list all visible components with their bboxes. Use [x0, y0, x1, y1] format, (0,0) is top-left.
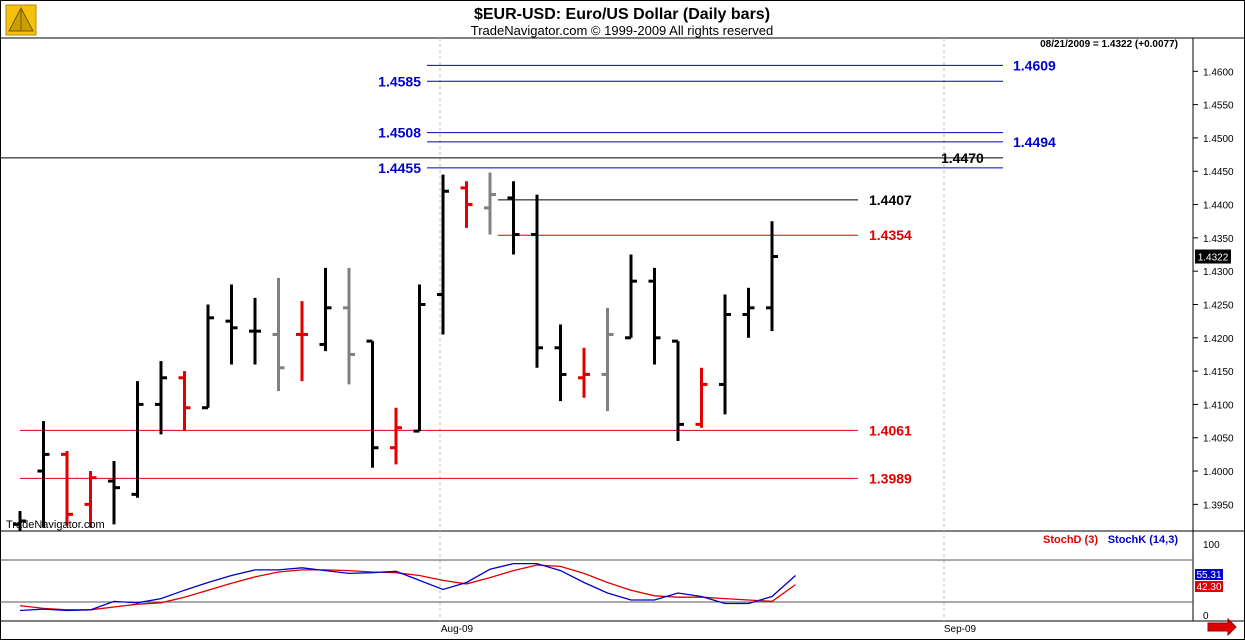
- level-label: 1.3989: [869, 470, 912, 486]
- trade-navigator-logo: [5, 4, 37, 36]
- y-tick-label: 1.4400: [1203, 201, 1234, 212]
- level-label: 1.4470: [941, 150, 984, 166]
- y-tick-label: 1.3950: [1203, 500, 1234, 511]
- y-tick-label: 1.4250: [1203, 300, 1234, 311]
- stoch-d-value-tag: 42.30: [1195, 581, 1223, 593]
- x-label-aug: Aug-09: [441, 624, 474, 635]
- ohlc-bar: [131, 381, 144, 498]
- y-tick-label: 1.4350: [1203, 234, 1234, 245]
- ohlc-bar: [343, 267, 355, 385]
- ohlc-bar: [460, 181, 473, 228]
- stoch-k-value-tag: 55.31: [1195, 569, 1223, 581]
- stoch-k-line: [19, 562, 796, 612]
- y-tick-label: 1.4600: [1203, 67, 1234, 78]
- price-bars: [14, 172, 778, 531]
- level-label: 1.4494: [1013, 134, 1056, 150]
- level-lines: 1.4609 1.4585 1.4508 1.4494 1.4470 1.4455 1.44…: [0, 57, 1056, 486]
- stochastic-lines: [19, 562, 796, 612]
- level-label: 1.4061: [869, 422, 912, 438]
- last-price-tag: 1.4322: [1195, 249, 1231, 264]
- ohlc-bar: [554, 324, 567, 402]
- ohlc-bar: [84, 471, 97, 528]
- scroll-right-arrow-icon[interactable]: [1207, 617, 1237, 637]
- ohlc-bar: [225, 284, 238, 365]
- ohlc-bar: [531, 194, 543, 368]
- stoch-d-legend: StochD (3): [1043, 534, 1098, 546]
- ohlc-bar: [695, 367, 708, 428]
- y-tick-label: 1.4000: [1203, 467, 1234, 478]
- y-tick-label: 1.4150: [1203, 367, 1234, 378]
- ohlc-bar: [296, 301, 308, 382]
- price-axis-ticks: 1.4600 1.4550 1.4500 1.4450 1.4400 1.4350 1.43…: [1193, 67, 1234, 511]
- ohlc-bar: [319, 267, 332, 352]
- ohlc-bar: [578, 347, 590, 398]
- ohlc-bar: [37, 421, 50, 528]
- y-tick-label: 1.4200: [1203, 334, 1234, 345]
- ohlc-bar: [155, 361, 167, 435]
- chart-subtitle: TradeNavigator.com © 1999-2009 All right…: [471, 23, 773, 38]
- y-tick-label: 1.4550: [1203, 101, 1234, 112]
- chart-title: $EUR-USD: Euro/US Dollar (Daily bars): [474, 6, 770, 23]
- level-label: 1.4455: [378, 160, 421, 176]
- stoch-d-value: 42.30: [1196, 582, 1221, 593]
- ohlc-bar: [61, 451, 73, 526]
- ohlc-bar: [178, 371, 191, 432]
- ohlc-bar: [272, 277, 285, 392]
- stoch-k-value: 55.31: [1196, 570, 1221, 581]
- x-label-sep: Sep-09: [944, 624, 977, 635]
- ohlc-bar: [413, 284, 426, 433]
- y-tick-label: 1.4450: [1203, 167, 1234, 178]
- ohlc-bar: [484, 172, 496, 235]
- y-tick-label: 1.4050: [1203, 434, 1234, 445]
- ohlc-bar: [14, 511, 26, 531]
- ohlc-bar: [648, 267, 661, 365]
- ohlc-bar: [507, 181, 520, 255]
- ohlc-bar: [742, 287, 755, 338]
- watermark: TradeNavigator.com: [6, 519, 105, 531]
- level-label: 1.4508: [378, 125, 421, 141]
- last-bar-readout: 08/21/2009 = 1.4322 (+0.0077): [1040, 39, 1178, 50]
- ohlc-bar: [719, 294, 731, 415]
- stoch-k-legend: StochK (14,3): [1108, 534, 1179, 546]
- level-label: 1.4407: [869, 192, 912, 208]
- y-tick-label: 1.4300: [1203, 267, 1234, 278]
- ohlc-bar: [766, 221, 778, 332]
- last-price-label: 1.4322: [1198, 253, 1229, 264]
- ohlc-bar: [625, 254, 637, 340]
- level-label: 1.4354: [869, 227, 912, 243]
- y-tick-label: 1.4500: [1203, 134, 1234, 145]
- ohlc-bar: [108, 461, 120, 525]
- ohlc-bar: [366, 339, 379, 468]
- y-tick-label: 1.4100: [1203, 400, 1234, 411]
- level-label: 1.4585: [378, 73, 421, 89]
- ohlc-bar: [437, 174, 449, 335]
- ohlc-bar: [249, 297, 261, 365]
- ohlc-bar: [202, 304, 214, 410]
- ohlc-bar: [601, 307, 614, 412]
- level-label: 1.4609: [1013, 57, 1056, 73]
- ohlc-bar: [672, 339, 684, 442]
- ohlc-bar: [390, 407, 402, 465]
- stoch-tick-0: 0: [1203, 611, 1209, 622]
- stoch-tick-100: 100: [1203, 540, 1220, 551]
